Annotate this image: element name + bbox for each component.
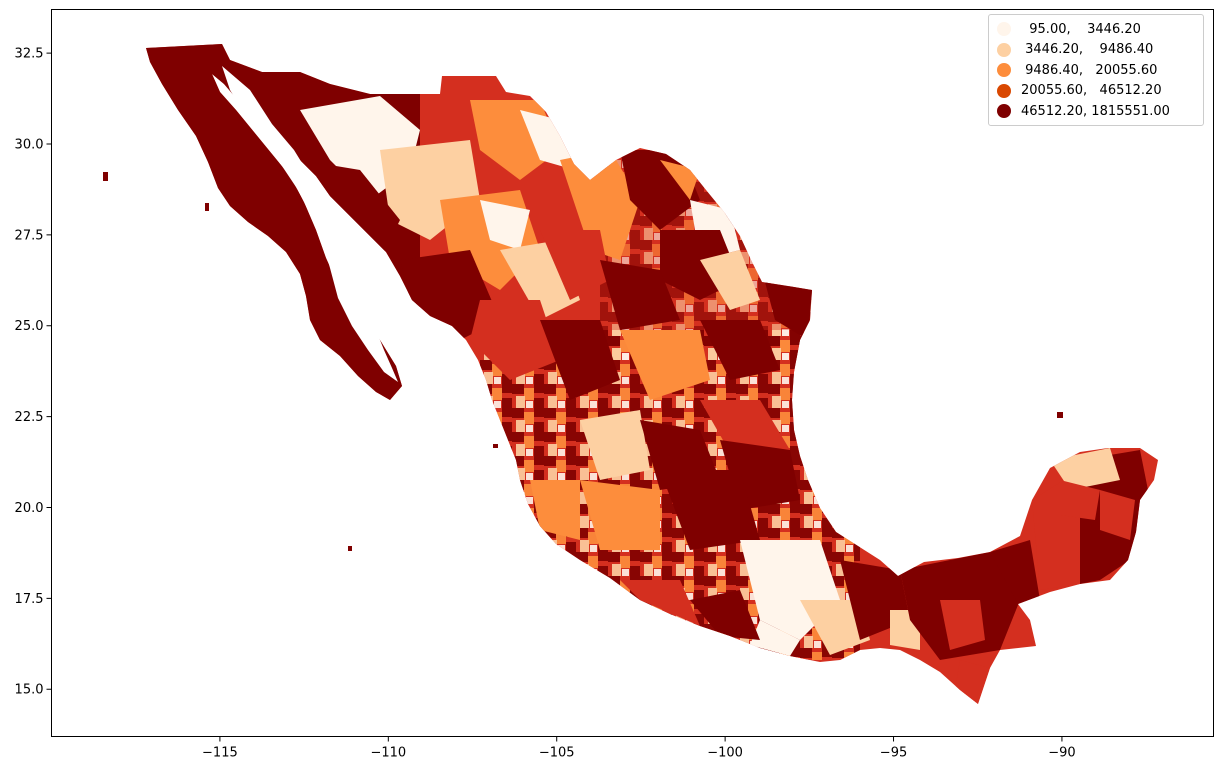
legend-swatch	[997, 63, 1011, 78]
x-tick-label: −95	[880, 746, 907, 761]
legend-label: 9486.40, 20055.60	[1021, 62, 1158, 78]
legend-label: 20055.60, 46512.20	[1021, 83, 1162, 99]
island	[348, 546, 352, 551]
municipality-fills	[146, 44, 1150, 704]
legend-swatch	[997, 104, 1011, 119]
y-tick-label: 27.5	[15, 228, 44, 243]
mexico-landmass	[146, 44, 1158, 704]
plot-area	[51, 9, 1214, 737]
legend-entry: 46512.20, 1815551.00	[997, 101, 1195, 122]
x-tick-label: −105	[539, 746, 575, 761]
x-tick-label: −115	[202, 746, 238, 761]
legend-entry: 3446.20, 9486.40	[997, 40, 1195, 61]
island	[493, 444, 498, 448]
island	[103, 172, 108, 181]
y-tick-label: 32.5	[15, 47, 44, 62]
legend-swatch	[997, 22, 1011, 37]
x-tick-label: −110	[370, 746, 406, 761]
island	[205, 203, 209, 211]
legend-entry: 9486.40, 20055.60	[997, 60, 1195, 81]
x-tick-label: −100	[707, 746, 743, 761]
islands	[103, 172, 1063, 551]
gulf-of-california	[222, 66, 398, 382]
legend-swatch	[997, 42, 1011, 57]
legend-label: 95.00, 3446.20	[1021, 21, 1141, 37]
y-tick-label: 30.0	[15, 137, 44, 152]
y-tick-label: 25.0	[15, 319, 44, 334]
legend-label: 3446.20, 9486.40	[1021, 42, 1154, 58]
legend-entry: 20055.60, 46512.20	[997, 81, 1195, 102]
legend-label: 46512.20, 1815551.00	[1021, 103, 1170, 119]
island	[1057, 412, 1063, 418]
x-axis: −115 −110 −105 −100 −95 −90	[202, 736, 1076, 761]
x-tick-label: −90	[1048, 746, 1075, 761]
y-axis: 15.0 17.5 20.0 22.5 25.0 27.5 30.0 32.5	[15, 47, 52, 698]
legend-swatch	[997, 83, 1011, 98]
y-tick-label: 17.5	[15, 592, 44, 607]
legend-entry: 95.00, 3446.20	[997, 19, 1195, 40]
legend: 95.00, 3446.20 3446.20, 9486.40 9486.40,…	[988, 14, 1204, 126]
y-tick-label: 22.5	[15, 410, 44, 425]
y-tick-label: 15.0	[15, 683, 44, 698]
y-tick-label: 20.0	[15, 501, 44, 516]
